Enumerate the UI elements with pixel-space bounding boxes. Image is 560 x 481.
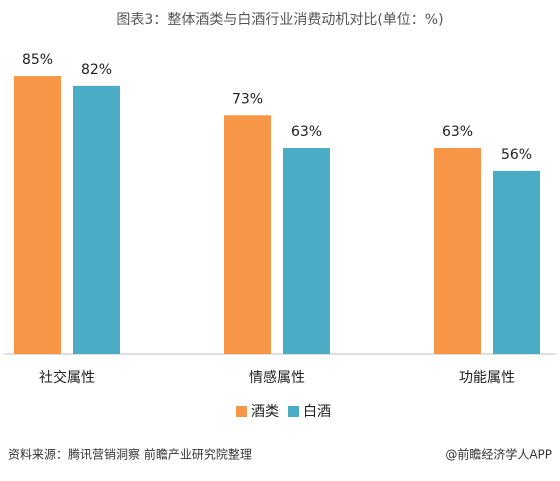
bar <box>14 76 61 355</box>
data-label: 85% <box>22 52 53 68</box>
data-label: 56% <box>501 147 532 163</box>
chart-title: 图表3：整体酒类与白酒行业消费动机对比(单位：%) <box>116 12 443 28</box>
legend-swatch <box>288 406 299 417</box>
data-label: 63% <box>442 124 473 140</box>
bar <box>224 115 271 354</box>
data-label: 63% <box>291 124 322 140</box>
legend-swatch <box>236 406 247 417</box>
bar <box>434 147 481 354</box>
data-label: 73% <box>232 91 263 107</box>
bar <box>73 85 120 355</box>
source: 资料来源：腾讯营销洞察 前瞻产业研究院整理 <box>8 447 252 462</box>
x-tick-label: 情感属性 <box>249 369 305 386</box>
legend-label: 酒类 <box>251 404 279 420</box>
bar <box>493 170 540 354</box>
legend-label: 白酒 <box>303 404 331 420</box>
credit: @前瞻经济学人APP <box>445 447 552 462</box>
data-label: 82% <box>81 62 112 78</box>
x-tick-label: 社交属性 <box>39 369 95 386</box>
x-tick-label: 功能属性 <box>459 370 515 386</box>
bar <box>283 147 330 354</box>
